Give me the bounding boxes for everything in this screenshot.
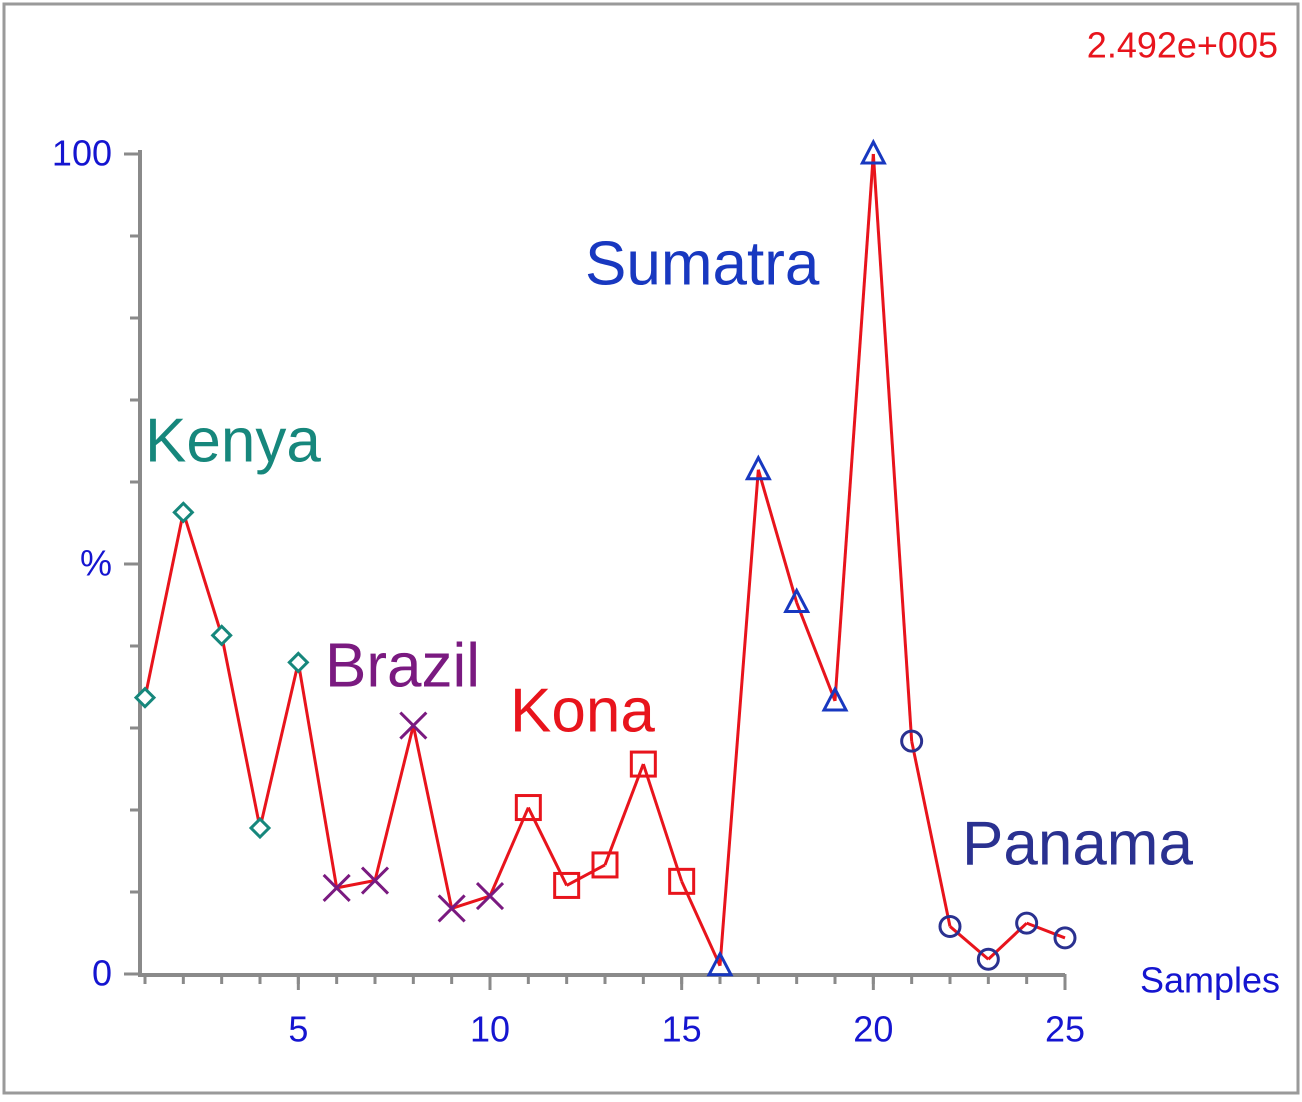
triangle-marker [859,138,887,165]
x-tick-label: 5 [288,1009,308,1050]
line-segment [910,740,952,927]
series-label: Brazil [325,631,480,700]
square-marker [629,750,657,778]
diamond-marker [287,651,310,674]
circle-marker [938,914,962,938]
line-segment [181,511,224,636]
series-label: Kona [510,676,655,745]
line-segment [488,806,530,897]
line-segment [641,763,684,882]
diamond-marker [248,816,272,840]
line-segment [871,153,914,742]
triangle-marker [706,950,734,977]
line-segment [949,925,990,961]
x-marker [360,866,390,895]
triangle-marker [821,685,849,712]
line-segment [451,894,491,910]
x-marker [322,873,351,902]
series-label: Panama [962,809,1193,878]
y-tick-label: 100 [52,133,112,174]
line-segment [565,863,606,887]
y-tick-label: 0 [92,953,112,994]
x-axis-label: Samples [1140,960,1280,1001]
line-segment [680,880,722,967]
line-segment [603,763,645,866]
x-marker [399,711,428,740]
line-segment [258,662,300,829]
line-segment [220,635,262,829]
x-marker [475,882,505,911]
scale-label: 2.492e+005 [1087,25,1278,66]
line-segment [296,662,339,889]
circle-marker [1015,911,1039,935]
line-segment [756,469,799,603]
line-segment [1026,921,1066,940]
triangle-marker [783,587,811,614]
x-tick-label: 15 [662,1009,702,1050]
line-segment [336,879,376,890]
x-tick-label: 25 [1045,1009,1085,1050]
x-tick-label: 20 [853,1009,893,1050]
line-segment [143,512,185,698]
triangle-marker [744,454,772,481]
diamond-marker [133,686,157,709]
line-segment [795,601,837,702]
circle-marker [900,729,924,753]
line-segment [833,153,875,702]
x-tick-label: 10 [470,1009,510,1050]
line-segment [373,725,415,881]
x-marker [437,894,466,923]
y-tick-label: % [80,543,112,584]
circle-marker [976,947,1000,971]
series-label: Kenya [145,406,321,475]
diamond-marker [210,624,233,647]
square-marker [514,794,542,822]
square-marker [553,871,581,899]
line-segment [411,725,454,909]
series-label: Sumatra [585,229,820,298]
line-segment [718,469,760,966]
circle-marker [1053,926,1077,950]
diamond-marker [172,501,195,524]
square-marker [591,851,619,879]
square-marker [668,867,696,895]
